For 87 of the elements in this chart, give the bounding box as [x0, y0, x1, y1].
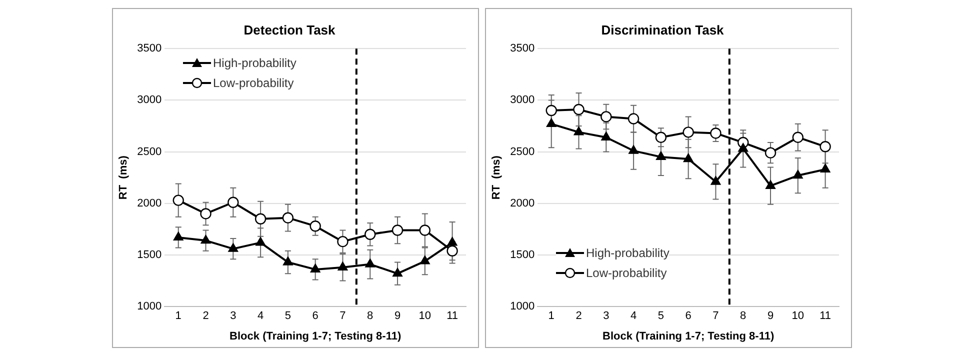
x-tick-label: 3: [603, 310, 610, 322]
point: [764, 147, 776, 158]
point: [628, 145, 638, 154]
x-tick-label: 11: [820, 310, 832, 322]
y-tick-label: 1500: [137, 249, 162, 262]
x-tick-label: 1: [175, 310, 182, 322]
x-tick-label: 4: [257, 310, 264, 322]
x-tick-label: 1: [548, 310, 554, 322]
point: [364, 228, 376, 240]
point: [682, 126, 694, 138]
x-tick-label: 6: [312, 310, 318, 322]
point: [420, 256, 430, 264]
x-axis-title: Block (Training 1-7; Testing 8-11): [230, 330, 402, 342]
x-tick-label: 10: [792, 310, 804, 322]
x-tick-label: 7: [712, 310, 719, 322]
point: [792, 132, 804, 143]
y-tick-label: 3500: [510, 42, 535, 55]
y-tick-label: 1000: [137, 300, 162, 313]
point: [282, 212, 294, 224]
x-tick-label: 10: [418, 310, 432, 322]
legend-label: High-probability: [213, 56, 296, 70]
point: [172, 194, 184, 206]
point: [419, 224, 431, 236]
point: [573, 104, 584, 116]
chart-title: Detection Task: [244, 22, 336, 38]
point: [710, 128, 722, 139]
point: [656, 151, 666, 160]
point: [254, 213, 266, 224]
y-axis-title: RT (ms): [490, 155, 503, 200]
point: [310, 220, 321, 232]
x-tick-label: 4: [630, 310, 637, 322]
point: [792, 170, 803, 179]
point: [228, 243, 238, 252]
x-tick-label: 2: [576, 310, 582, 322]
y-axis-title: RT (ms): [118, 155, 130, 200]
y-tick-label: 2000: [510, 197, 535, 210]
point: [228, 196, 239, 208]
point: [283, 256, 293, 266]
point: [200, 234, 211, 244]
point: [766, 180, 776, 189]
point: [600, 111, 612, 122]
point: [820, 164, 830, 172]
x-tick-label: 2: [202, 310, 209, 322]
point: [200, 208, 212, 220]
point: [628, 113, 640, 124]
legend-label: Low-probability: [586, 266, 667, 280]
point: [683, 153, 694, 162]
point: [710, 176, 721, 185]
x-tick-label: 5: [658, 310, 664, 322]
point: [447, 237, 458, 246]
point: [546, 104, 557, 116]
x-axis-title: Block (Training 1-7; Testing 8-11): [602, 330, 774, 342]
point: [365, 258, 376, 268]
point: [820, 141, 831, 152]
point: [574, 126, 584, 136]
y-tick-label: 1000: [510, 300, 535, 313]
x-tick-label: 11: [446, 310, 458, 322]
point: [338, 262, 348, 270]
point: [337, 236, 348, 248]
y-tick-label: 3500: [137, 42, 162, 55]
x-tick-label: 9: [767, 310, 774, 322]
legend-label: Low-probability: [213, 76, 294, 90]
point: [655, 132, 667, 143]
x-tick-label: 7: [340, 310, 346, 322]
x-tick-label: 6: [685, 310, 692, 322]
x-tick-label: 8: [740, 310, 746, 322]
y-tick-label: 2500: [510, 146, 535, 158]
legend-label: High-probability: [586, 246, 670, 260]
point: [256, 237, 266, 246]
point: [173, 232, 184, 241]
point: [446, 245, 458, 256]
chart-title: Discrimination Task: [601, 22, 725, 38]
x-tick-label: 5: [284, 310, 292, 322]
point: [392, 224, 404, 236]
y-tick-label: 3000: [137, 94, 162, 106]
point: [392, 268, 402, 277]
x-tick-label: 9: [394, 310, 401, 322]
point: [601, 132, 612, 140]
point: [546, 118, 556, 128]
y-tick-label: 2000: [137, 197, 162, 210]
y-tick-label: 1500: [510, 249, 535, 262]
x-tick-label: 8: [367, 310, 374, 322]
y-tick-label: 3000: [510, 94, 535, 106]
y-tick-label: 2500: [137, 146, 162, 158]
x-tick-label: 3: [230, 310, 236, 322]
point: [310, 264, 320, 273]
point: [738, 143, 748, 152]
